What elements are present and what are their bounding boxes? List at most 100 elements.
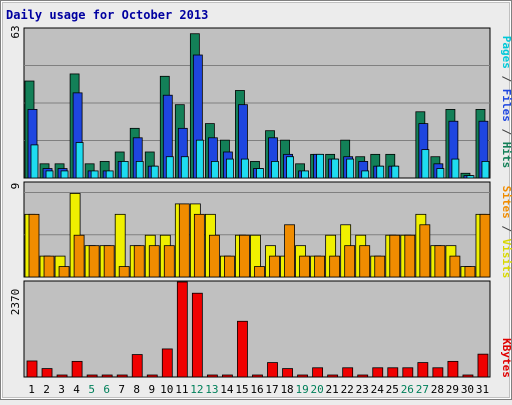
x-tick-label-day-4: 4 <box>73 383 80 396</box>
chart-title: Daily usage for October 2013 <box>6 8 208 22</box>
kbytes-bar-kbytes-day-7 <box>116 374 128 378</box>
visits-bar-sites-day-21 <box>329 255 341 278</box>
label-sites: Sites <box>500 186 512 219</box>
x-axis-labels: 1 2 3 4 5 6 7 8 9 10 11 12 13 14 15 16 17 18 19 20 21 22 23 24 2… <box>28 383 489 396</box>
x-tick-label-day-25: 25 <box>386 383 399 396</box>
x-tick-label-day-18: 18 <box>280 383 293 396</box>
hits-bar-pages-day-1 <box>30 144 39 179</box>
kbytes-bar-kbytes-day-31 <box>477 353 489 378</box>
x-tick-label-day-20: 20 <box>311 383 324 396</box>
label-sep-1: / <box>500 69 512 89</box>
kbytes-bar-kbytes-day-27 <box>417 362 429 378</box>
hits-bar-pages-day-2 <box>45 170 54 179</box>
hits-bar-pages-day-10 <box>165 156 174 179</box>
hits-bar-pages-day-15 <box>241 158 249 179</box>
kbytes-bar-kbytes-day-18 <box>282 368 293 378</box>
hits-max-label: 63 <box>9 25 22 38</box>
hits-bar-pages-day-11 <box>180 156 189 179</box>
visits-bar-sites-day-11 <box>178 203 190 278</box>
x-tick-label-day-11: 11 <box>175 383 188 396</box>
visits-bar-sites-day-8 <box>133 245 145 278</box>
x-tick-label-day-23: 23 <box>356 383 369 396</box>
kbytes-bar-kbytes-day-4 <box>71 360 83 378</box>
visits-bar-sites-day-30 <box>464 266 476 278</box>
x-tick-label-day-14: 14 <box>220 383 234 396</box>
x-tick-label-day-16: 16 <box>250 383 263 396</box>
kbytes-bar-kbytes-day-22 <box>342 367 354 378</box>
x-tick-label-day-27: 27 <box>416 383 429 396</box>
kbytes-bar-kbytes-day-14 <box>222 374 233 378</box>
panels-group <box>23 27 491 378</box>
visits-bar-sites-day-13 <box>208 234 220 278</box>
visits-bar-sites-day-19 <box>299 255 310 278</box>
kbytes-bar-kbytes-day-11 <box>176 281 188 378</box>
visits-bar-sites-day-2 <box>43 255 55 278</box>
right-label-visits-panel: Sites / Visits <box>500 186 512 279</box>
x-tick-label-day-28: 28 <box>431 383 444 396</box>
visits-bar-sites-day-5 <box>88 245 100 278</box>
kbytes-plot-area <box>23 280 491 378</box>
label-hits: Hits <box>500 142 512 169</box>
hits-bar-pages-day-7 <box>120 161 129 179</box>
visits-bar-sites-day-9 <box>148 245 160 278</box>
kbytes-bar-kbytes-day-2 <box>41 368 53 378</box>
label-visits: Visits <box>500 239 512 279</box>
hits-bar-pages-day-12 <box>195 139 204 179</box>
hits-bar-pages-day-14 <box>226 158 234 179</box>
kbytes-bar-kbytes-day-3 <box>56 374 68 378</box>
kbytes-max-label: 2370 <box>9 289 22 316</box>
hits-bar-pages-day-23 <box>361 170 370 179</box>
visits-bar-sites-day-27 <box>419 224 431 278</box>
visits-max-label: 9 <box>9 183 22 190</box>
kbytes-panel <box>23 280 491 378</box>
x-tick-label-day-26: 26 <box>401 383 414 396</box>
visits-bar-sites-day-17 <box>269 255 280 278</box>
visits-bar-sites-day-7 <box>118 266 130 278</box>
x-tick-label-day-3: 3 <box>58 383 65 396</box>
visits-bar-sites-day-20 <box>314 255 326 278</box>
label-pages: Pages <box>500 36 512 69</box>
visits-bar-sites-day-28 <box>434 245 446 278</box>
outer-bevel-light <box>1 1 511 399</box>
kbytes-bar-kbytes-day-12 <box>191 292 203 378</box>
kbytes-bar-kbytes-day-17 <box>267 362 278 378</box>
hits-bar-pages-day-17 <box>271 161 279 179</box>
hits-bar-pages-day-3 <box>60 170 69 179</box>
visits-bar-sites-day-23 <box>359 245 371 278</box>
hits-bar-pages-day-6 <box>105 170 114 179</box>
x-tick-label-day-22: 22 <box>341 383 354 396</box>
hits-bar-pages-day-20 <box>316 153 325 179</box>
hits-bar-pages-day-4 <box>75 142 84 179</box>
hits-bar-pages-day-24 <box>376 165 385 179</box>
kbytes-bar-kbytes-day-30 <box>462 374 474 378</box>
x-tick-label-day-9: 9 <box>148 383 155 396</box>
visits-bar-sites-day-26 <box>404 234 416 278</box>
kbytes-bar-kbytes-day-24 <box>372 367 384 378</box>
hits-bar-pages-day-5 <box>90 170 99 179</box>
visits-bar-sites-day-16 <box>254 266 265 278</box>
x-tick-label-day-30: 30 <box>461 383 474 396</box>
kbytes-bar-kbytes-day-26 <box>402 367 414 378</box>
hits-bar-pages-day-8 <box>135 161 144 179</box>
visits-bar-sites-day-29 <box>449 255 461 278</box>
kbytes-bar-kbytes-day-10 <box>161 348 173 378</box>
x-tick-label-day-12: 12 <box>190 383 203 396</box>
visits-bar-sites-day-25 <box>389 234 401 278</box>
hits-bar-pages-day-13 <box>210 161 219 179</box>
visits-bar-sites-day-10 <box>163 245 175 278</box>
visits-bar-sites-day-6 <box>103 245 115 278</box>
kbytes-bar-kbytes-day-8 <box>131 354 143 378</box>
hits-bar-pages-day-18 <box>286 156 294 179</box>
x-tick-label-day-8: 8 <box>133 383 140 396</box>
kbytes-bar-kbytes-day-16 <box>252 374 263 378</box>
x-tick-label-day-6: 6 <box>103 383 110 396</box>
kbytes-bar-kbytes-day-13 <box>206 374 218 378</box>
right-label-hits-panel: Pages / Files / Hits <box>500 36 512 169</box>
x-tick-label-day-31: 31 <box>476 383 489 396</box>
kbytes-bar-kbytes-day-29 <box>447 360 459 378</box>
kbytes-bar-kbytes-day-25 <box>387 367 399 378</box>
hits-bar-pages-day-30 <box>466 175 475 179</box>
x-tick-label-day-29: 29 <box>446 383 459 396</box>
hits-bar-pages-day-25 <box>391 165 400 179</box>
